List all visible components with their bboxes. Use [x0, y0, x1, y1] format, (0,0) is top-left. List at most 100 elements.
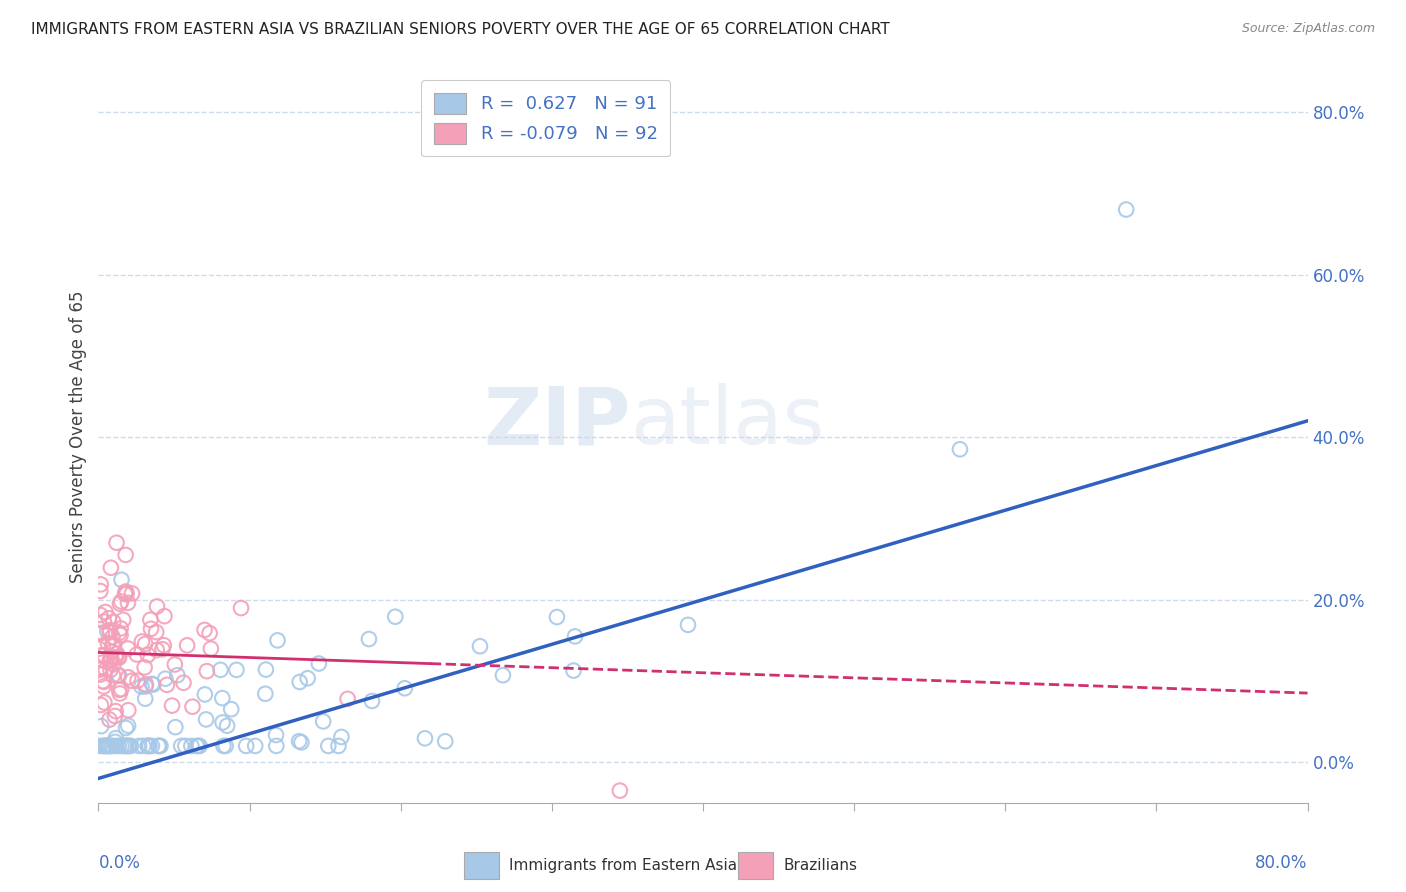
Point — [134, 691, 156, 706]
Point — [89, 739, 111, 753]
Point — [209, 663, 232, 677]
Point — [115, 721, 138, 735]
Point — [89, 584, 111, 599]
Point — [676, 618, 699, 632]
Point — [136, 648, 159, 662]
Point — [115, 586, 138, 600]
Point — [139, 622, 162, 636]
Point — [165, 720, 187, 734]
Point — [328, 739, 350, 753]
Point — [108, 650, 131, 665]
Point — [93, 615, 115, 629]
Point — [254, 687, 277, 701]
Point — [219, 702, 242, 716]
Point — [546, 610, 568, 624]
Point — [254, 663, 277, 677]
Point — [96, 624, 118, 639]
Point — [117, 719, 139, 733]
Point — [103, 637, 125, 651]
Point — [117, 596, 139, 610]
Point — [110, 573, 132, 587]
Text: IMMIGRANTS FROM EASTERN ASIA VS BRAZILIAN SENIORS POVERTY OVER THE AGE OF 65 COR: IMMIGRANTS FROM EASTERN ASIA VS BRAZILIA… — [31, 22, 890, 37]
Point — [105, 647, 128, 661]
Point — [217, 719, 239, 733]
Point — [101, 739, 124, 753]
Point — [288, 675, 311, 690]
Point — [121, 673, 143, 688]
Point — [180, 739, 202, 753]
Y-axis label: Seniors Poverty Over the Age of 65: Seniors Poverty Over the Age of 65 — [69, 291, 87, 583]
Point — [170, 739, 193, 753]
Point — [312, 714, 335, 729]
Point — [108, 597, 131, 611]
Point — [198, 626, 221, 640]
Point — [105, 739, 128, 753]
Point — [101, 630, 124, 644]
Point — [127, 673, 149, 688]
Point — [89, 607, 111, 622]
Text: Brazilians: Brazilians — [783, 858, 858, 872]
Point — [173, 675, 195, 690]
Point — [89, 663, 111, 677]
Point — [212, 739, 235, 753]
Point — [97, 611, 120, 625]
Point — [100, 560, 122, 574]
Point — [104, 709, 127, 723]
Point — [93, 739, 115, 753]
Point — [105, 535, 128, 549]
Point — [394, 681, 416, 696]
Point — [110, 594, 132, 608]
FancyBboxPatch shape — [464, 852, 499, 879]
Point — [125, 648, 148, 662]
Point — [288, 734, 311, 748]
Point — [194, 688, 217, 702]
Point — [87, 641, 110, 656]
Point — [97, 636, 120, 650]
Point — [266, 633, 288, 648]
Text: Source: ZipAtlas.com: Source: ZipAtlas.com — [1241, 22, 1375, 36]
Point — [114, 587, 136, 601]
Point — [148, 739, 170, 753]
Point — [90, 698, 112, 712]
Point — [564, 629, 586, 643]
Point — [153, 638, 176, 652]
Point — [336, 691, 359, 706]
Text: Immigrants from Eastern Asia: Immigrants from Eastern Asia — [509, 858, 737, 872]
Point — [492, 668, 515, 682]
Point — [108, 668, 131, 682]
Point — [1115, 202, 1137, 217]
Point — [174, 739, 197, 753]
Point — [132, 739, 155, 753]
Point — [93, 696, 115, 710]
Point — [188, 739, 211, 753]
Point — [949, 442, 972, 457]
Point — [330, 730, 353, 744]
Point — [186, 739, 208, 753]
Point — [194, 623, 217, 637]
Point — [117, 739, 139, 753]
Point — [93, 648, 115, 663]
Point — [90, 648, 112, 663]
Point — [100, 645, 122, 659]
Text: atlas: atlas — [630, 384, 825, 461]
Point — [94, 739, 117, 753]
Point — [101, 668, 124, 682]
Point — [114, 584, 136, 599]
Point — [187, 739, 209, 753]
Point — [110, 739, 132, 753]
Point — [195, 664, 218, 678]
Point — [245, 739, 267, 753]
Point — [104, 650, 127, 665]
Point — [308, 657, 330, 671]
Point — [145, 643, 167, 657]
Point — [121, 586, 143, 600]
Point — [97, 739, 120, 753]
Point — [112, 613, 135, 627]
Point — [94, 663, 117, 677]
Point — [120, 739, 142, 753]
Point — [96, 739, 118, 753]
Point — [110, 628, 132, 642]
Point — [225, 663, 247, 677]
Point — [107, 668, 129, 682]
Point — [128, 739, 150, 753]
